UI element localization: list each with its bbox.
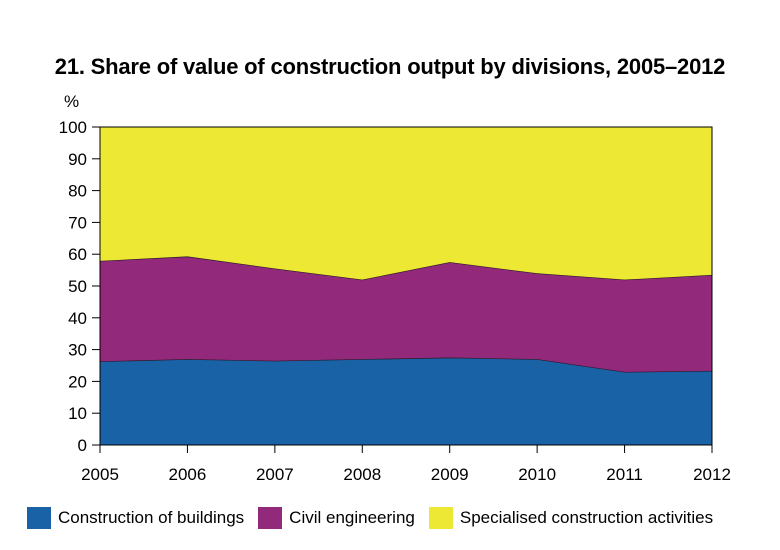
- legend-swatch-specialised: [428, 507, 453, 529]
- legend: Construction of buildings Civil engineer…: [27, 505, 767, 531]
- y-tick-label: 70: [68, 213, 87, 232]
- x-tick-label: 2005: [81, 465, 119, 484]
- area-construction-of-buildings: [100, 357, 712, 445]
- y-tick-label: 50: [68, 277, 87, 296]
- y-tick-label: 60: [68, 245, 87, 264]
- legend-label-civil-engineering: Civil engineering: [289, 508, 415, 527]
- chart-title: 21. Share of value of construction outpu…: [54, 54, 726, 79]
- y-tick-label: 40: [68, 309, 87, 328]
- x-tick-label: 2010: [518, 465, 556, 484]
- x-tick-label: 2008: [343, 465, 381, 484]
- legend-label-buildings: Construction of buildings: [58, 508, 245, 527]
- legend-swatch-buildings: [27, 507, 51, 529]
- y-tick-label: 100: [59, 118, 87, 137]
- area-specialised-construction-activities: [100, 127, 712, 280]
- x-tick-label: 2009: [431, 465, 469, 484]
- y-tick-label: 0: [78, 436, 87, 455]
- stacked-area-chart: 0 10 20 30 40 50 60 70 80 90 100 2005 2006 2007 2008 20…: [59, 118, 731, 484]
- x-tick-label: 2012: [693, 465, 731, 484]
- y-axis-unit-label: %: [64, 92, 80, 111]
- y-tick-label: 30: [68, 341, 87, 360]
- area-civil-engineering: [100, 256, 712, 372]
- x-tick-label: 2006: [169, 465, 207, 484]
- legend-item-buildings: Construction of buildings: [27, 507, 244, 529]
- y-tick-label: 20: [68, 372, 87, 391]
- y-tick-label: 90: [68, 150, 87, 169]
- y-tick-label: 80: [68, 182, 87, 201]
- legend-item-specialised: Specialised construction activities: [428, 507, 714, 529]
- legend-item-civil-engineering: Civil engineering: [258, 507, 415, 529]
- y-tick-label: 10: [68, 404, 87, 423]
- x-tick-label: 2007: [256, 465, 294, 484]
- legend-label-specialised: Specialised construction activities: [459, 508, 714, 527]
- x-tick-label: 2011: [606, 465, 643, 484]
- legend-swatch-civil-engineering: [258, 507, 283, 529]
